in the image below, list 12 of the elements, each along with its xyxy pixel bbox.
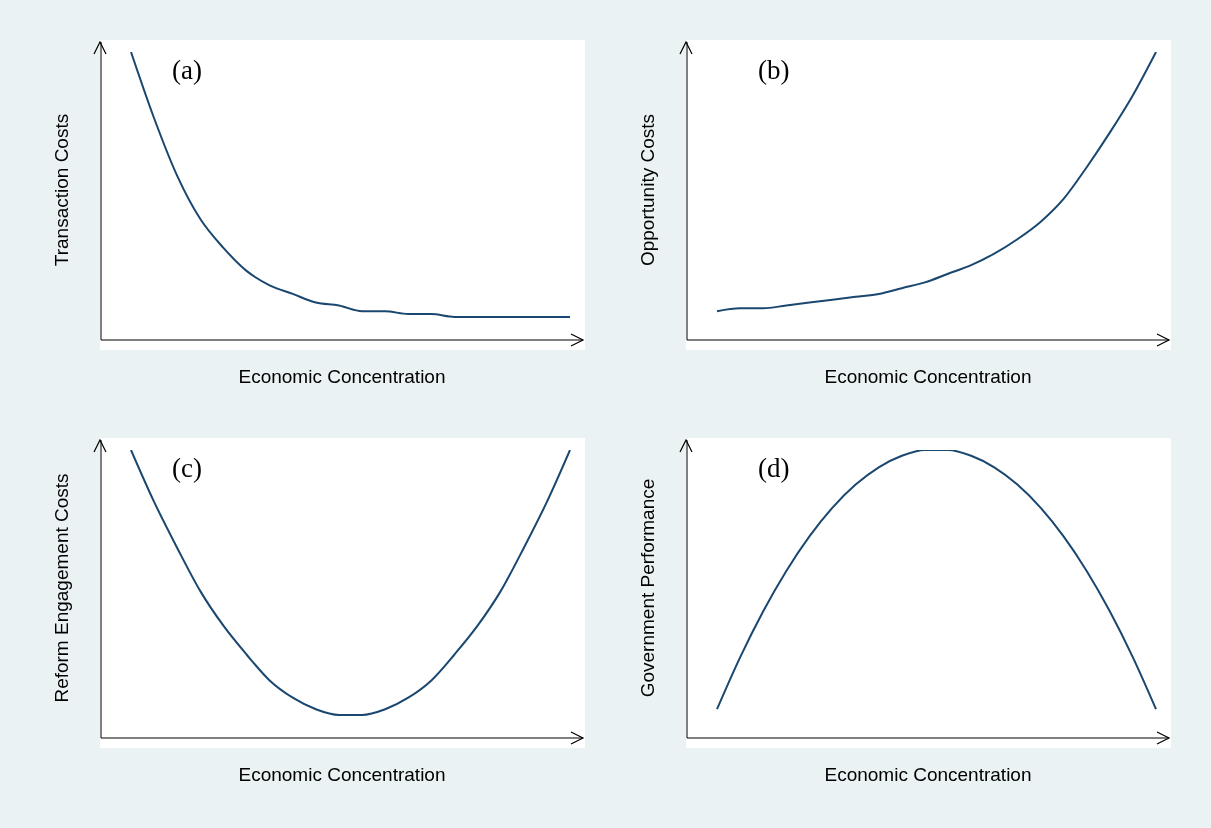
y-axis-title: Opportunity Costs xyxy=(637,113,659,267)
annotation: (d) xyxy=(758,453,790,484)
x-axis-title: Economic Concentration xyxy=(238,764,446,786)
x-axis-title: Economic Concentration xyxy=(824,366,1032,388)
annotation: (b) xyxy=(758,55,790,86)
y-axis-title: Reform Engagement Costs xyxy=(51,473,73,703)
x-axis-title: Economic Concentration xyxy=(238,366,446,388)
y-axis-title: Government Performance xyxy=(637,478,659,698)
annotation: (c) xyxy=(172,453,202,484)
x-axis-title: Economic Concentration xyxy=(824,764,1032,786)
annotation: (a) xyxy=(172,55,202,86)
y-axis-title: Transaction Costs xyxy=(51,113,73,267)
